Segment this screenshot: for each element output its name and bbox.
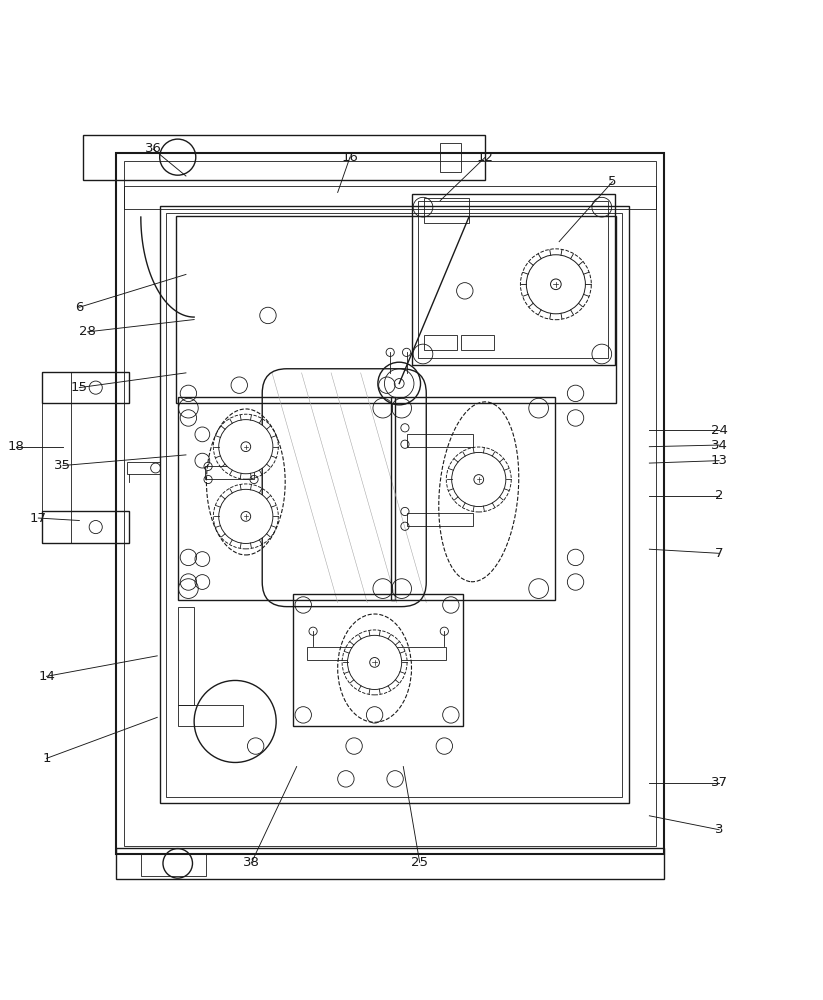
- Text: 12: 12: [477, 151, 494, 164]
- Circle shape: [347, 635, 402, 689]
- Bar: [116, 153, 664, 854]
- Bar: [43, 372, 71, 543]
- Text: 25: 25: [412, 856, 428, 869]
- Text: 13: 13: [710, 454, 728, 467]
- Bar: [176, 216, 616, 403]
- Circle shape: [452, 452, 506, 507]
- Text: 6: 6: [75, 301, 83, 314]
- Text: 17: 17: [30, 512, 47, 525]
- Text: 34: 34: [710, 439, 728, 452]
- Text: 28: 28: [79, 325, 96, 338]
- Circle shape: [219, 420, 273, 474]
- Bar: [424, 198, 469, 223]
- Bar: [166, 213, 622, 797]
- Text: 16: 16: [342, 151, 359, 164]
- Text: 5: 5: [608, 175, 616, 188]
- Bar: [83, 135, 486, 180]
- Text: 37: 37: [710, 776, 728, 789]
- Circle shape: [219, 489, 273, 543]
- Bar: [205, 466, 254, 479]
- Bar: [124, 186, 656, 209]
- Text: 15: 15: [71, 381, 88, 394]
- Bar: [407, 513, 473, 526]
- Bar: [418, 201, 608, 358]
- Bar: [424, 335, 457, 350]
- Text: 18: 18: [7, 440, 25, 453]
- Bar: [116, 848, 664, 879]
- Circle shape: [527, 255, 585, 314]
- Text: 1: 1: [42, 752, 51, 765]
- Text: 24: 24: [710, 424, 728, 437]
- Bar: [440, 143, 461, 172]
- Bar: [407, 434, 473, 447]
- Bar: [395, 647, 446, 660]
- Bar: [178, 607, 194, 705]
- Bar: [43, 511, 128, 543]
- Text: 38: 38: [243, 856, 260, 869]
- Bar: [141, 854, 207, 876]
- Text: 14: 14: [38, 670, 55, 683]
- Bar: [178, 705, 244, 726]
- Text: 7: 7: [715, 547, 723, 560]
- Bar: [127, 462, 160, 474]
- Text: 35: 35: [54, 459, 72, 472]
- Text: 3: 3: [715, 823, 723, 836]
- Bar: [391, 397, 555, 600]
- Bar: [461, 335, 494, 350]
- Text: 2: 2: [715, 489, 723, 502]
- Text: 36: 36: [145, 142, 161, 155]
- Bar: [178, 397, 395, 600]
- Bar: [307, 647, 358, 660]
- Bar: [292, 594, 463, 726]
- Bar: [412, 194, 615, 365]
- Bar: [124, 161, 656, 846]
- Bar: [160, 206, 629, 803]
- Bar: [43, 372, 128, 403]
